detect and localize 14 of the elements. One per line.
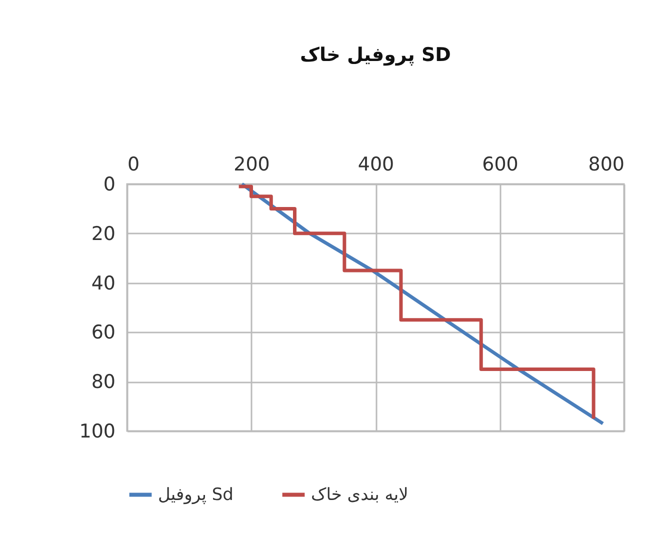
y-tick-label: 20 [91,222,116,245]
x-tick-label: 200 [234,154,270,176]
chart-title: پروفیل خاک SD [300,44,451,66]
y-tick-label: 0 [103,174,116,196]
x-tick-label: 600 [482,154,518,176]
x-tick-label: 0 [128,154,140,176]
legend-label: لایه بندی خاک [311,484,408,505]
y-tick-label: 40 [91,272,116,294]
legend-label: پروفیل Sd [158,484,234,505]
y-tick-label: 80 [91,371,116,394]
y-tick-label: 100 [79,420,116,442]
x-tick-label: 800 [588,154,624,176]
x-tick-label: 400 [358,154,394,176]
y-tick-label: 60 [91,322,116,344]
